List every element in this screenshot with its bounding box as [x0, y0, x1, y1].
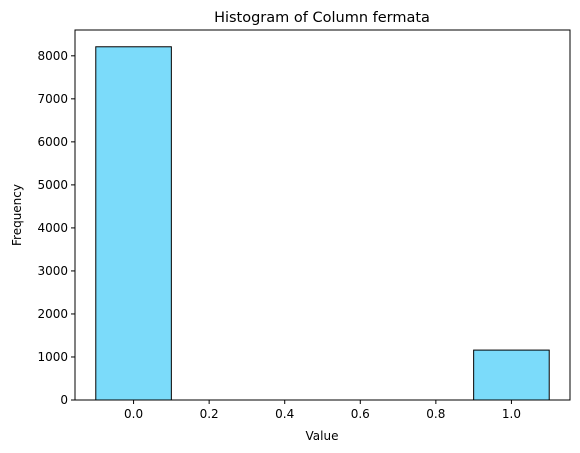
histogram-bar [95, 46, 172, 401]
y-axis-label: Frequency [10, 184, 24, 246]
y-tick-label: 7000 [37, 92, 68, 106]
plot-frame [74, 29, 571, 401]
y-tick-label: 4000 [37, 221, 68, 235]
x-tick-label: 0.6 [351, 407, 370, 421]
y-tick-label: 0 [60, 393, 68, 407]
x-tick-label: 0.2 [200, 407, 219, 421]
chart-title: Histogram of Column fermata [214, 10, 430, 26]
y-tick-label: 2000 [37, 307, 68, 321]
histogram-bar [473, 349, 550, 401]
x-tick-label: 0.4 [275, 407, 294, 421]
y-tick-label: 3000 [37, 264, 68, 278]
x-axis-label: Value [306, 429, 339, 443]
y-tick-label: 8000 [37, 49, 68, 63]
x-axis-ticks: 0.0 0.2 0.4 0.6 0.8 1.0 [124, 400, 521, 421]
x-tick-label: 0.0 [124, 407, 143, 421]
x-tick-label: 0.8 [426, 407, 445, 421]
y-axis-ticks: 0 1000 2000 3000 4000 5000 6000 7000 8000 [37, 49, 75, 407]
y-tick-label: 6000 [37, 135, 68, 149]
x-tick-label: 1.0 [502, 407, 521, 421]
y-tick-label: 5000 [37, 178, 68, 192]
y-tick-label: 1000 [37, 350, 68, 364]
bars-group [95, 46, 550, 401]
